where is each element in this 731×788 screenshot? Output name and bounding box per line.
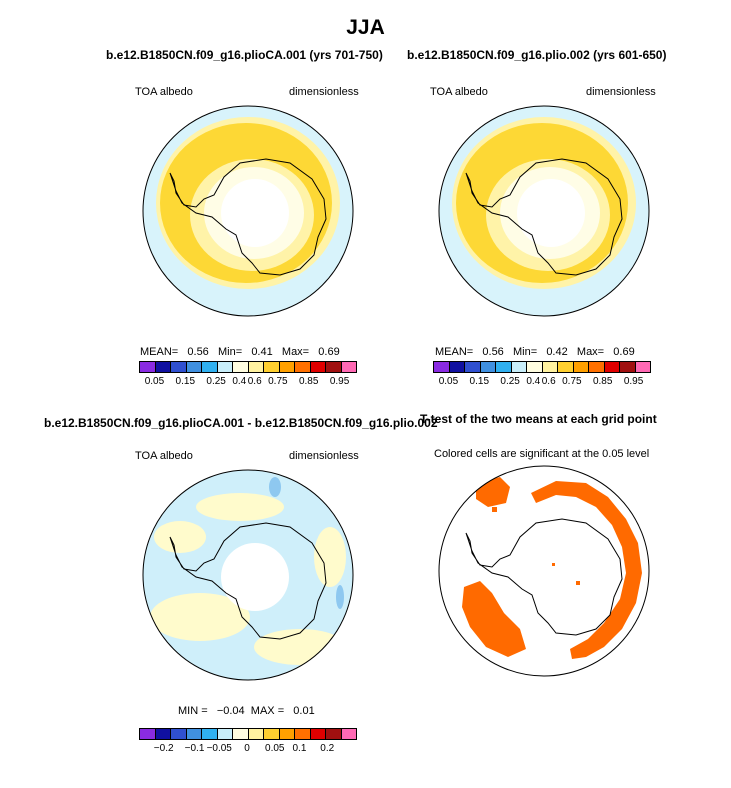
- colorbar-swatch: [202, 362, 218, 372]
- colorbar-swatch: [155, 729, 171, 739]
- colorbar-swatch: [295, 729, 311, 739]
- panel3-stats: MIN = −0.04 MAX = 0.01: [178, 705, 315, 717]
- colorbar-swatch: [635, 362, 650, 372]
- colorbar-swatch: [310, 362, 326, 372]
- colorbar-swatch: [542, 362, 558, 372]
- panel3-polar-map: [142, 469, 354, 681]
- colorbar-swatch: [449, 362, 465, 372]
- colorbar-swatch: [326, 362, 342, 372]
- colorbar-tick-label: 0.05: [144, 376, 165, 387]
- colorbar-swatch: [341, 729, 356, 739]
- colorbar-tick-label: −0.1: [184, 743, 205, 754]
- colorbar-swatch: [264, 362, 280, 372]
- colorbar-tick-label: −0.2: [153, 743, 174, 754]
- colorbar-tick-label: 0.95: [329, 376, 350, 387]
- colorbar-swatch: [589, 362, 605, 372]
- colorbar-tick-label: 0.95: [623, 376, 644, 387]
- colorbar-tick-label: 0.75: [268, 376, 288, 387]
- panel2-variable-label: TOA albedo: [430, 86, 488, 98]
- colorbar-swatch: [434, 362, 450, 372]
- colorbar-swatch: [233, 362, 249, 372]
- colorbar-tick-label: 0: [244, 743, 250, 754]
- panel2-title: b.e12.B1850CN.f09_g16.plio.002 (yrs 601-…: [407, 48, 667, 62]
- colorbar-tick-label: 0.6: [247, 376, 262, 387]
- colorbar-swatch: [326, 729, 342, 739]
- colorbar-tick-label: 0.25: [206, 376, 226, 387]
- colorbar-tick-label: 0.1: [292, 743, 307, 754]
- panel3-variable-label: TOA albedo: [135, 450, 193, 462]
- colorbar-tick-label: 0.4: [526, 376, 541, 387]
- colorbar-swatch: [279, 362, 295, 372]
- colorbar-swatch: [295, 362, 311, 372]
- colorbar-swatch: [186, 362, 202, 372]
- colorbar-swatch: [248, 362, 264, 372]
- colorbar-swatch: [279, 729, 295, 739]
- colorbar-swatch: [341, 362, 356, 372]
- colorbar-swatch: [140, 729, 156, 739]
- figure-title: JJA: [346, 16, 385, 39]
- panel1-title: b.e12.B1850CN.f09_g16.plioCA.001 (yrs 70…: [106, 48, 383, 62]
- panel1-units-label: dimensionless: [289, 86, 359, 98]
- colorbar-tick-label: 0.75: [562, 376, 582, 387]
- colorbar-swatch: [140, 362, 156, 372]
- colorbar-tick-label: 0.05: [438, 376, 459, 387]
- colorbar-swatch: [558, 362, 574, 372]
- panel4-subtitle: Colored cells are significant at the 0.0…: [434, 448, 650, 460]
- panel3-colorbar: [139, 728, 357, 740]
- colorbar-swatch: [186, 729, 202, 739]
- colorbar-tick-label: 0.85: [298, 376, 319, 387]
- panel2-units-label: dimensionless: [586, 86, 656, 98]
- panel3-units-label: dimensionless: [289, 450, 359, 462]
- colorbar-swatch: [527, 362, 543, 372]
- colorbar-swatch: [248, 729, 264, 739]
- colorbar-swatch: [573, 362, 589, 372]
- colorbar-swatch: [480, 362, 496, 372]
- panel1-variable-label: TOA albedo: [135, 86, 193, 98]
- panel1-polar-map: [142, 105, 354, 317]
- colorbar-swatch: [217, 729, 233, 739]
- colorbar-swatch: [465, 362, 481, 372]
- colorbar-tick-label: 0.25: [500, 376, 520, 387]
- colorbar-swatch: [233, 729, 249, 739]
- colorbar-tick-label: 0.2: [320, 743, 335, 754]
- colorbar-swatch: [202, 729, 218, 739]
- colorbar-swatch: [620, 362, 636, 372]
- panel2-polar-map: [438, 105, 650, 317]
- colorbar-swatch: [604, 362, 620, 372]
- colorbar-swatch: [171, 729, 187, 739]
- panel4-title: T-test of the two means at each grid poi…: [420, 412, 657, 426]
- colorbar-tick-label: 0.85: [592, 376, 613, 387]
- panel2-colorbar: [433, 361, 651, 373]
- colorbar-tick-label: 0.15: [469, 376, 490, 387]
- colorbar-swatch: [511, 362, 527, 372]
- panel4-polar-map: [438, 465, 650, 677]
- colorbar-tick-label: 0.05: [265, 743, 285, 754]
- panel1-colorbar: [139, 361, 357, 373]
- colorbar-tick-label: 0.4: [232, 376, 247, 387]
- colorbar-tick-label: −0.05: [206, 743, 232, 754]
- colorbar-swatch: [217, 362, 233, 372]
- panel1-stats: MEAN= 0.56 Min= 0.41 Max= 0.69: [140, 346, 340, 358]
- colorbar-swatch: [310, 729, 326, 739]
- colorbar-swatch: [264, 729, 280, 739]
- colorbar-swatch: [155, 362, 171, 372]
- colorbar-tick-label: 0.6: [541, 376, 556, 387]
- colorbar-swatch: [171, 362, 187, 372]
- colorbar-tick-label: 0.15: [175, 376, 196, 387]
- panel2-stats: MEAN= 0.56 Min= 0.42 Max= 0.69: [435, 346, 635, 358]
- colorbar-swatch: [496, 362, 512, 372]
- panel3-title: b.e12.B1850CN.f09_g16.plioCA.001 - b.e12…: [44, 416, 438, 430]
